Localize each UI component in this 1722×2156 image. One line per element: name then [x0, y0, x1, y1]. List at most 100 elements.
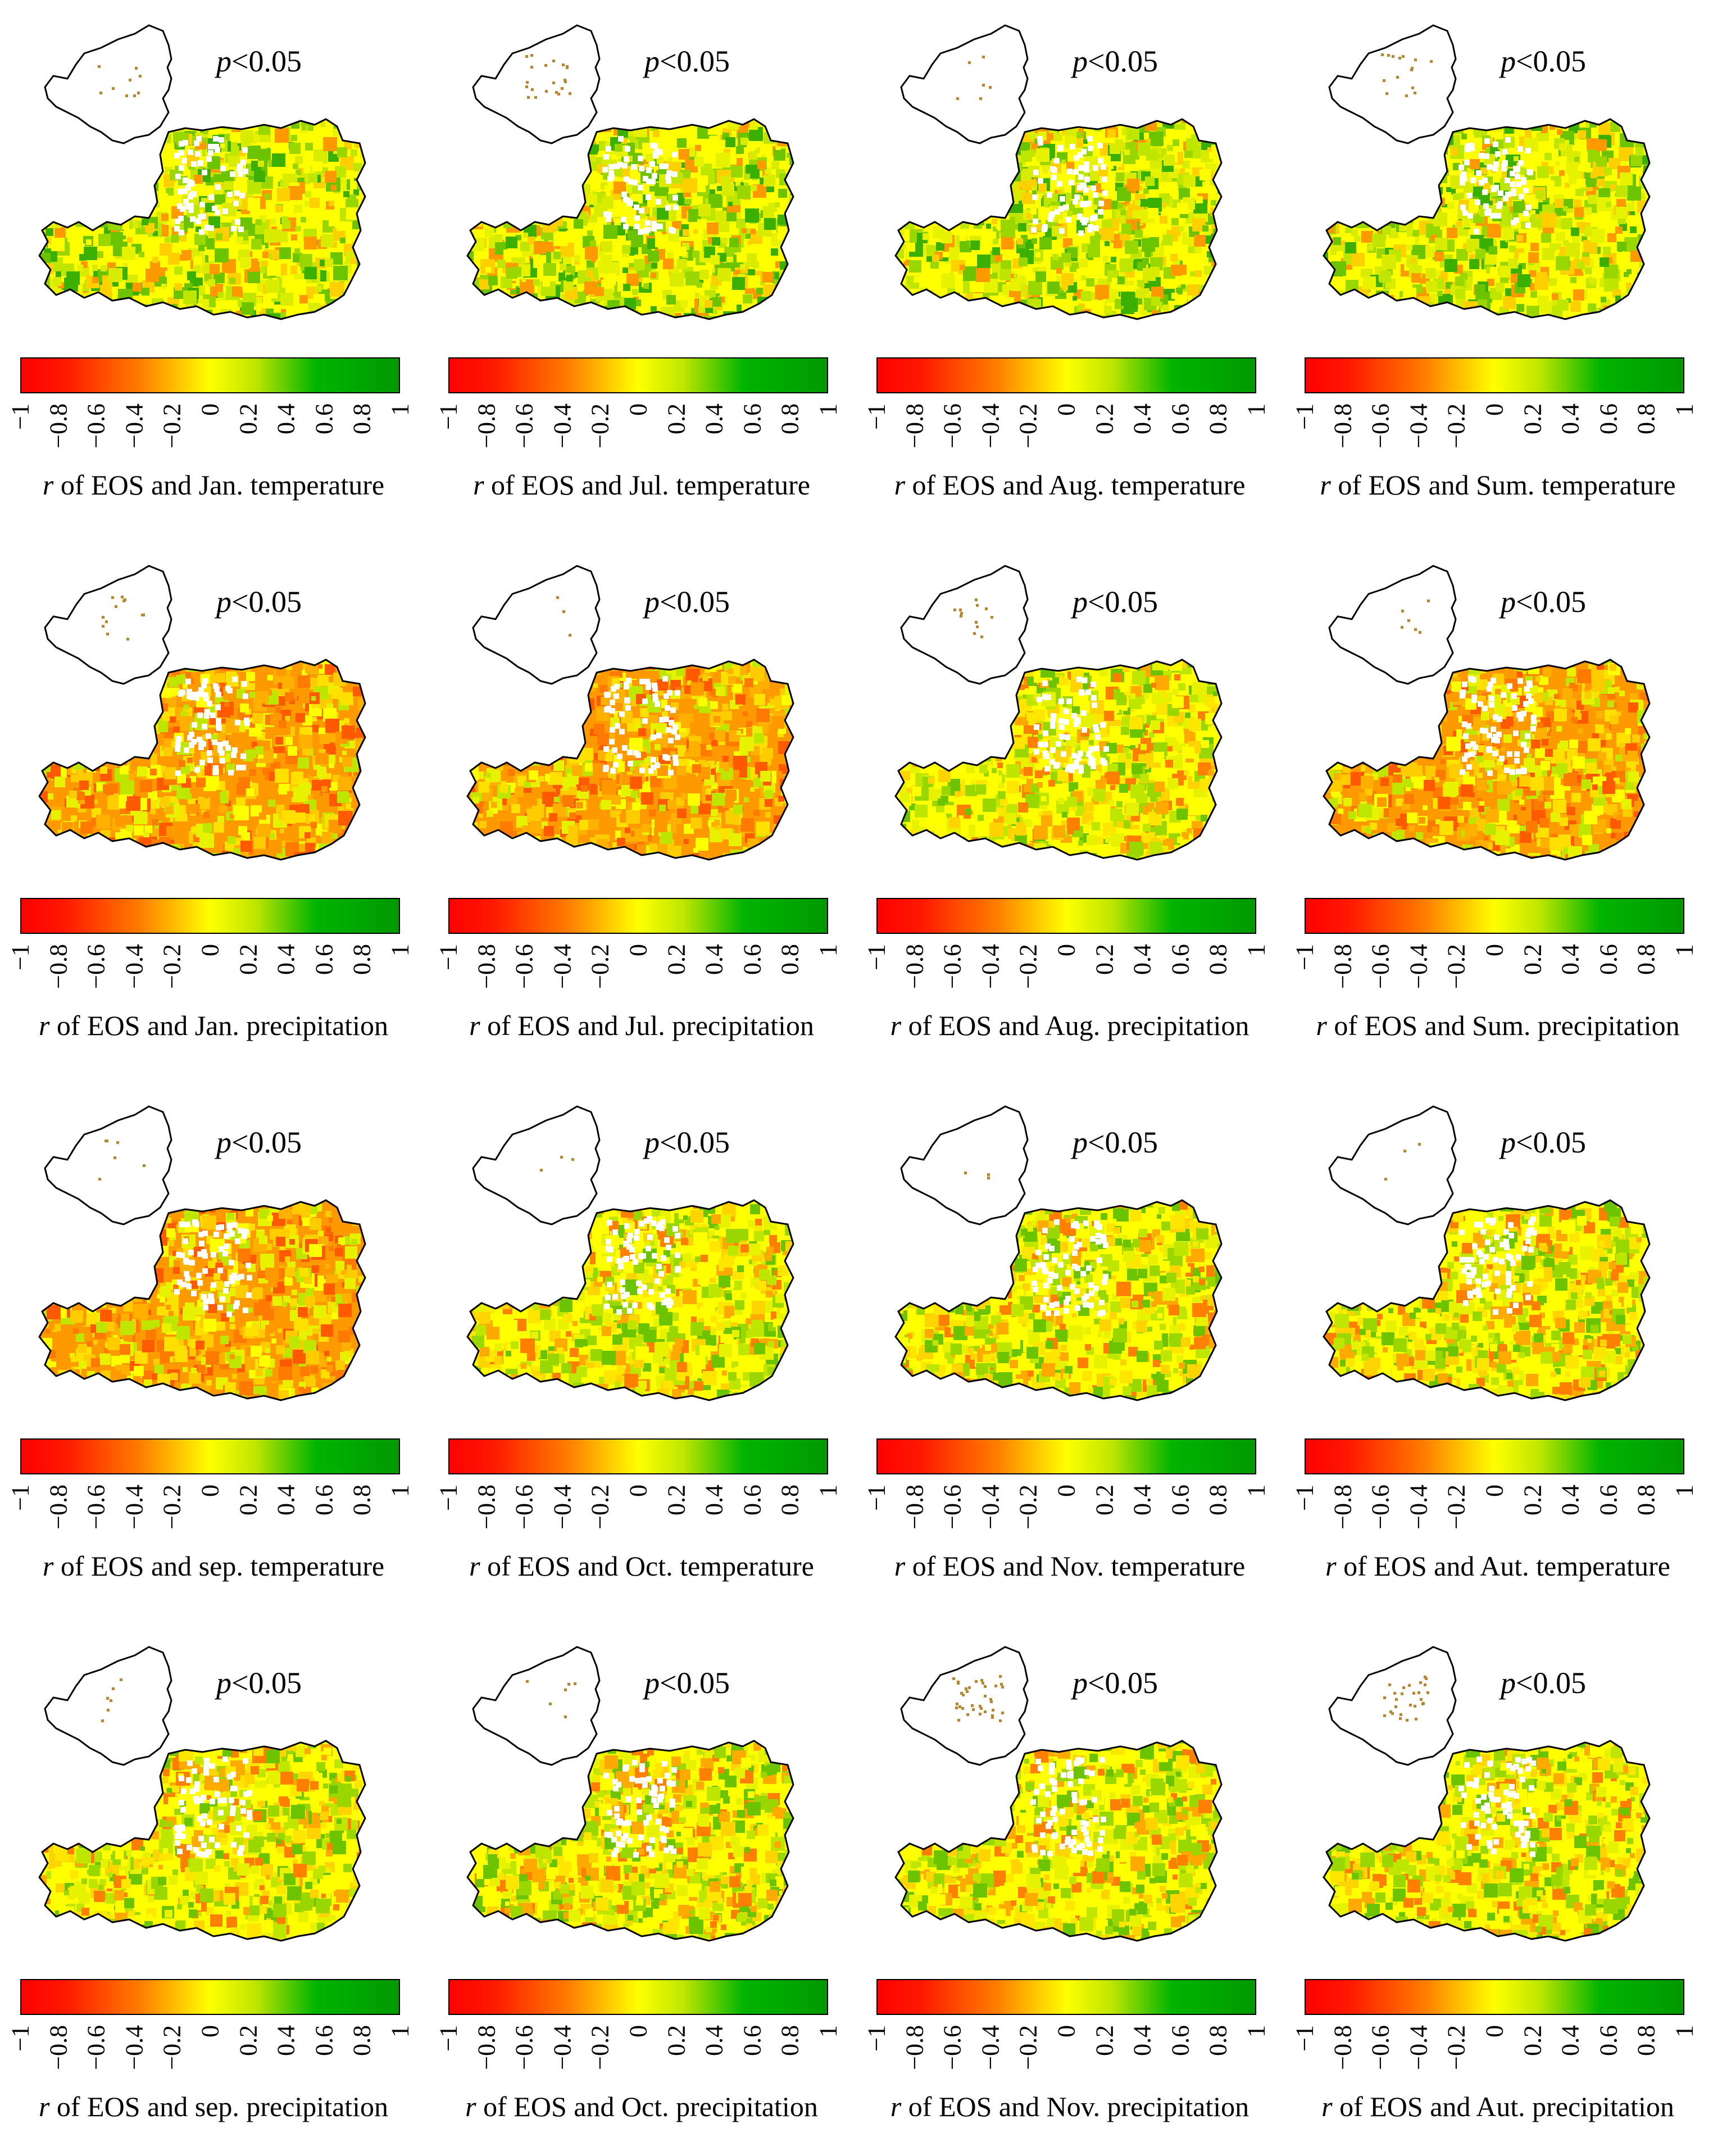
significant-pixel	[1401, 1692, 1403, 1695]
colorbar-tick-label: −0.6	[510, 2025, 538, 2070]
significant-pixel	[973, 632, 976, 635]
significant-pixel	[1406, 1719, 1409, 1722]
significant-pixel	[1392, 55, 1394, 58]
significant-pixel	[561, 87, 564, 90]
significant-pixel	[142, 614, 145, 616]
region-outline	[38, 659, 366, 861]
significant-pixel	[956, 97, 959, 100]
colorbar	[876, 1979, 1256, 2015]
significant-pixel	[1415, 1718, 1417, 1721]
colorbar-tick-label: 0	[1480, 2025, 1509, 2037]
colorbar-tick-label: −0.8	[472, 2025, 501, 2070]
colorbar-ticks: −1 −0.8 −0.6 −0.4 −0.2 0 0.2 0.4 0.6 0.8 1	[863, 934, 1270, 1001]
correlation-map	[38, 24, 366, 320]
colorbar-tick-label: 0.6	[738, 2025, 766, 2056]
colorbar-tick-label: 0.2	[662, 2025, 690, 2056]
panel-caption: r of EOS and Jan. precipitation	[0, 1009, 427, 1042]
significant-pixel	[1383, 1696, 1386, 1699]
p-symbol: p	[1073, 1666, 1088, 1700]
p-value-label: p<0.05	[1073, 1125, 1158, 1160]
significant-pixel	[566, 66, 569, 69]
colorbar-tick-label: 0.4	[272, 2025, 300, 2056]
significant-pixel	[979, 97, 982, 100]
significant-pixel	[564, 80, 567, 83]
colorbar-tick-label: −0.8	[901, 2025, 929, 2070]
significant-pixel	[984, 1685, 987, 1688]
significant-pixel	[953, 609, 956, 611]
map-panel: p<0.05 −1 −0.8 −0.6 −0.4 −0.2 0 0.2 0.4 0.6 0.8 1 r …	[1284, 1081, 1698, 1615]
p-threshold: <0.05	[660, 44, 730, 78]
correlation-map	[38, 1105, 366, 1401]
colorbar-tick-label: 0.8	[776, 403, 804, 434]
significant-pixel	[982, 56, 985, 58]
p-value-label: p<0.05	[644, 1665, 730, 1700]
colorbar-tick-label: −0.6	[1366, 403, 1394, 448]
correlation-map	[894, 1105, 1223, 1401]
colorbar-tick-label: 0.8	[776, 944, 804, 975]
caption-r: r	[473, 469, 484, 501]
region-outline	[466, 118, 794, 320]
significant-pixel	[991, 1714, 994, 1717]
colorbar-ticks: −1 −0.8 −0.6 −0.4 −0.2 0 0.2 0.4 0.6 0.8 1	[1291, 393, 1698, 461]
colorbar-ticks: −1 −0.8 −0.6 −0.4 −0.2 0 0.2 0.4 0.6 0.8 1	[863, 1474, 1270, 1542]
colorbar-tick-label: −0.2	[586, 2025, 614, 2070]
significant-pixel	[99, 92, 102, 94]
region-outline	[38, 1740, 366, 1942]
significant-pixel	[112, 87, 115, 90]
significant-pixel	[116, 1141, 119, 1144]
significant-pixel	[1387, 54, 1390, 57]
significant-pixel	[569, 92, 571, 95]
colorbar-tick-label: 0.4	[1128, 1485, 1156, 1515]
colorbar-tick-label: 0.8	[776, 2025, 804, 2056]
significance-inset-map	[900, 565, 1029, 685]
caption-text: of EOS and Oct. precipitation	[476, 2091, 818, 2122]
significant-pixel	[1427, 600, 1430, 602]
colorbar-tick-label: −0.2	[1014, 2025, 1042, 2070]
colorbar-tick-label: 0.2	[1091, 2025, 1119, 2056]
colorbar-tick-label: −0.6	[82, 944, 110, 989]
p-value-label: p<0.05	[644, 44, 730, 79]
colorbar-tick-label: 0.6	[1594, 2025, 1623, 2056]
significant-pixel	[569, 634, 571, 637]
colorbar-ticks: −1 −0.8 −0.6 −0.4 −0.2 0 0.2 0.4 0.6 0.8 1	[863, 2015, 1270, 2082]
colorbar-tick-label: 0	[196, 2025, 224, 2037]
p-value-label: p<0.05	[644, 584, 730, 619]
p-symbol: p	[1501, 1666, 1516, 1700]
significant-pixel	[976, 604, 979, 607]
colorbar-tick-label: 0.2	[1519, 944, 1547, 975]
significant-pixel	[530, 54, 533, 57]
colorbar-tick-label: −0.2	[586, 1485, 614, 1529]
colorbar-tick-label: 0	[1052, 944, 1080, 956]
significant-pixel	[545, 90, 548, 93]
region-outline	[894, 1199, 1223, 1401]
colorbar-tick-label: 0.8	[348, 2025, 376, 2056]
panel-caption: r of EOS and sep. precipitation	[0, 2090, 427, 2123]
p-symbol: p	[644, 1666, 660, 1700]
colorbar-tick-label: 0.2	[662, 944, 690, 975]
map-panel: p<0.05 −1 −0.8 −0.6 −0.4 −0.2 0 0.2 0.4 0.6 0.8 1 r …	[1284, 1622, 1698, 2156]
map-panel: p<0.05 −1 −0.8 −0.6 −0.4 −0.2 0 0.2 0.4 0.6 0.8 1 r …	[0, 1622, 414, 2156]
significant-pixel	[968, 61, 971, 64]
significant-pixel	[1383, 1714, 1386, 1717]
colorbar	[20, 1979, 400, 2015]
significance-inset-map	[1328, 24, 1457, 144]
colorbar-tick-label: 0.8	[1204, 1485, 1232, 1515]
significant-pixel	[1421, 1703, 1424, 1705]
caption-text: of EOS and Nov. precipitation	[901, 2091, 1250, 2122]
significance-inset-map	[44, 1105, 172, 1225]
p-value-label: p<0.05	[1073, 584, 1158, 619]
map-panel: p<0.05 −1 −0.8 −0.6 −0.4 −0.2 0 0.2 0.4 0.6 0.8 1 r …	[0, 0, 414, 534]
significant-pixel	[105, 620, 108, 623]
correlation-map	[466, 1105, 794, 1401]
map-panel: p<0.05 −1 −0.8 −0.6 −0.4 −0.2 0 0.2 0.4 0.6 0.8 1 r …	[428, 1622, 842, 2156]
region-outline	[38, 1199, 366, 1401]
colorbar-tick-label: 0	[624, 944, 652, 956]
significant-pixel	[1408, 1684, 1411, 1687]
colorbar-tick-label: 1	[1242, 1485, 1270, 1497]
significant-pixel	[124, 598, 126, 601]
colorbar-tick-label: −0.6	[938, 403, 966, 448]
p-value-label: p<0.05	[1501, 584, 1586, 619]
colorbar-ticks: −1 −0.8 −0.6 −0.4 −0.2 0 0.2 0.4 0.6 0.8 1	[435, 934, 842, 1001]
map-panel: p<0.05 −1 −0.8 −0.6 −0.4 −0.2 0 0.2 0.4 0.6 0.8 1 r …	[0, 1081, 414, 1615]
significant-pixel	[980, 1707, 983, 1710]
